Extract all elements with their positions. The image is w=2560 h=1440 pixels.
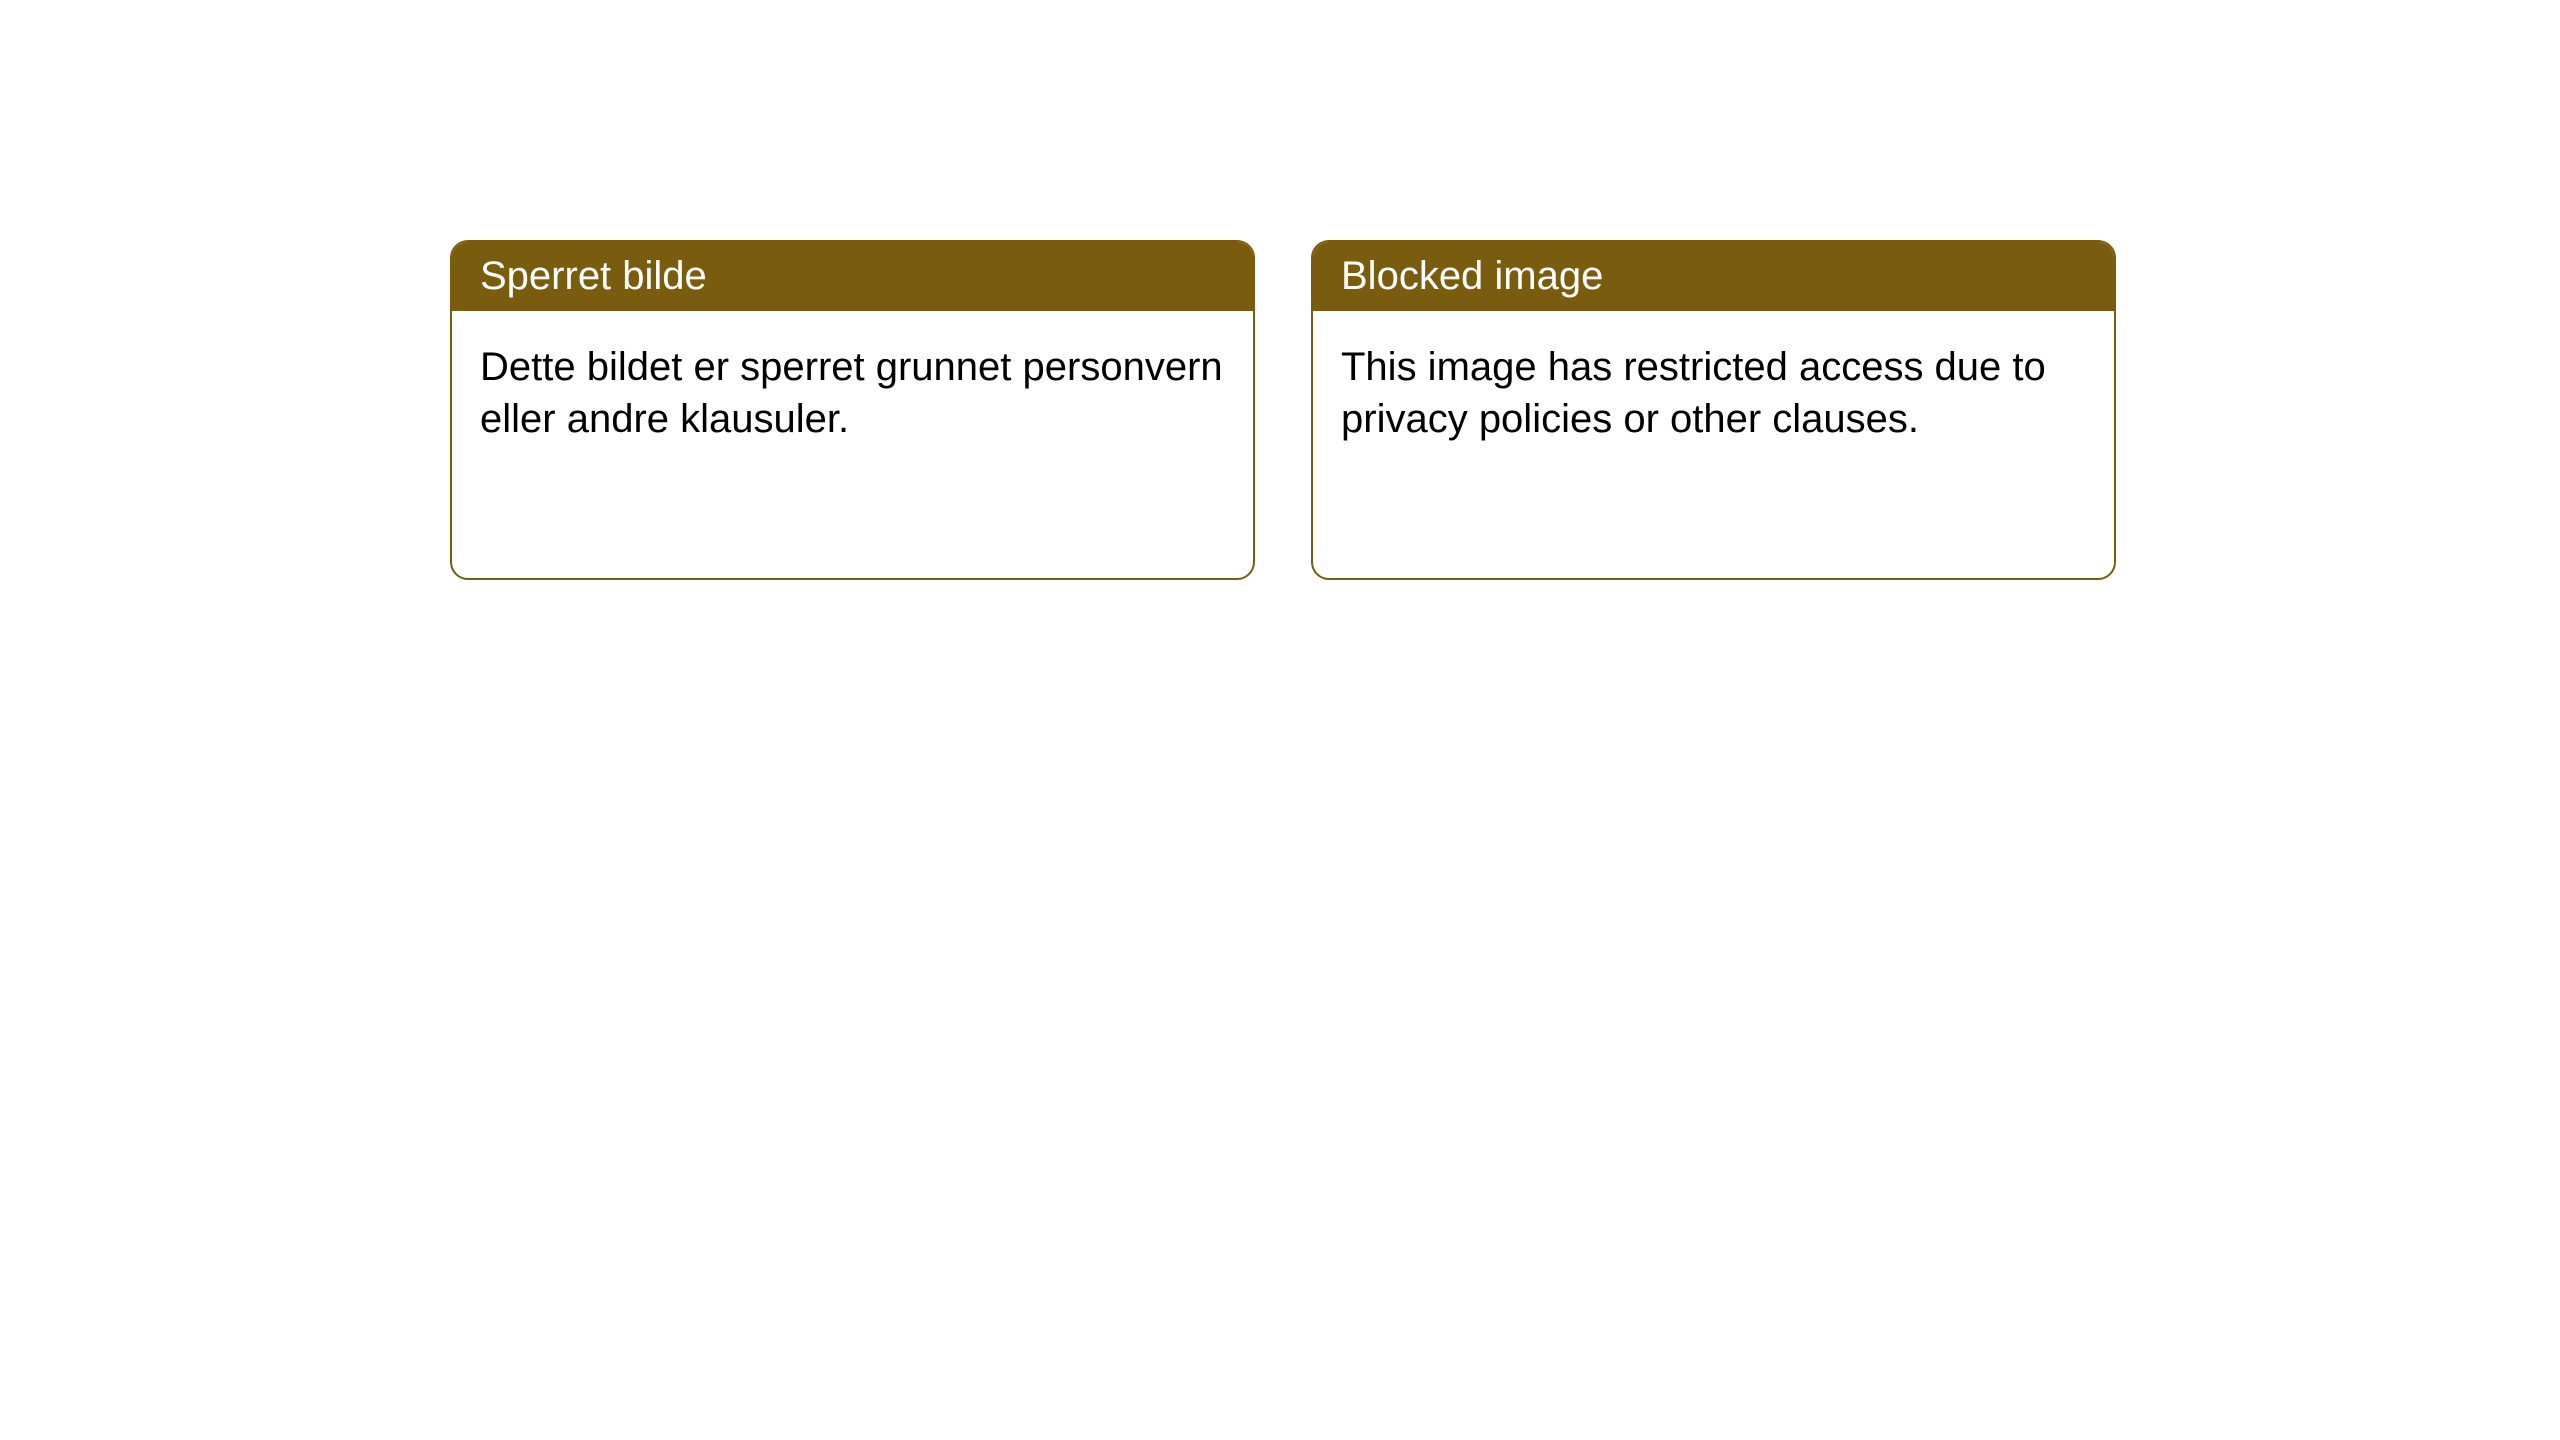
notice-card-english: Blocked image This image has restricted … — [1311, 240, 2116, 580]
notice-body: This image has restricted access due to … — [1313, 311, 2114, 475]
notice-header: Blocked image — [1313, 242, 2114, 311]
notice-cards-container: Sperret bilde Dette bildet er sperret gr… — [0, 0, 2560, 580]
notice-header: Sperret bilde — [452, 242, 1253, 311]
notice-card-norwegian: Sperret bilde Dette bildet er sperret gr… — [450, 240, 1255, 580]
notice-body: Dette bildet er sperret grunnet personve… — [452, 311, 1253, 475]
